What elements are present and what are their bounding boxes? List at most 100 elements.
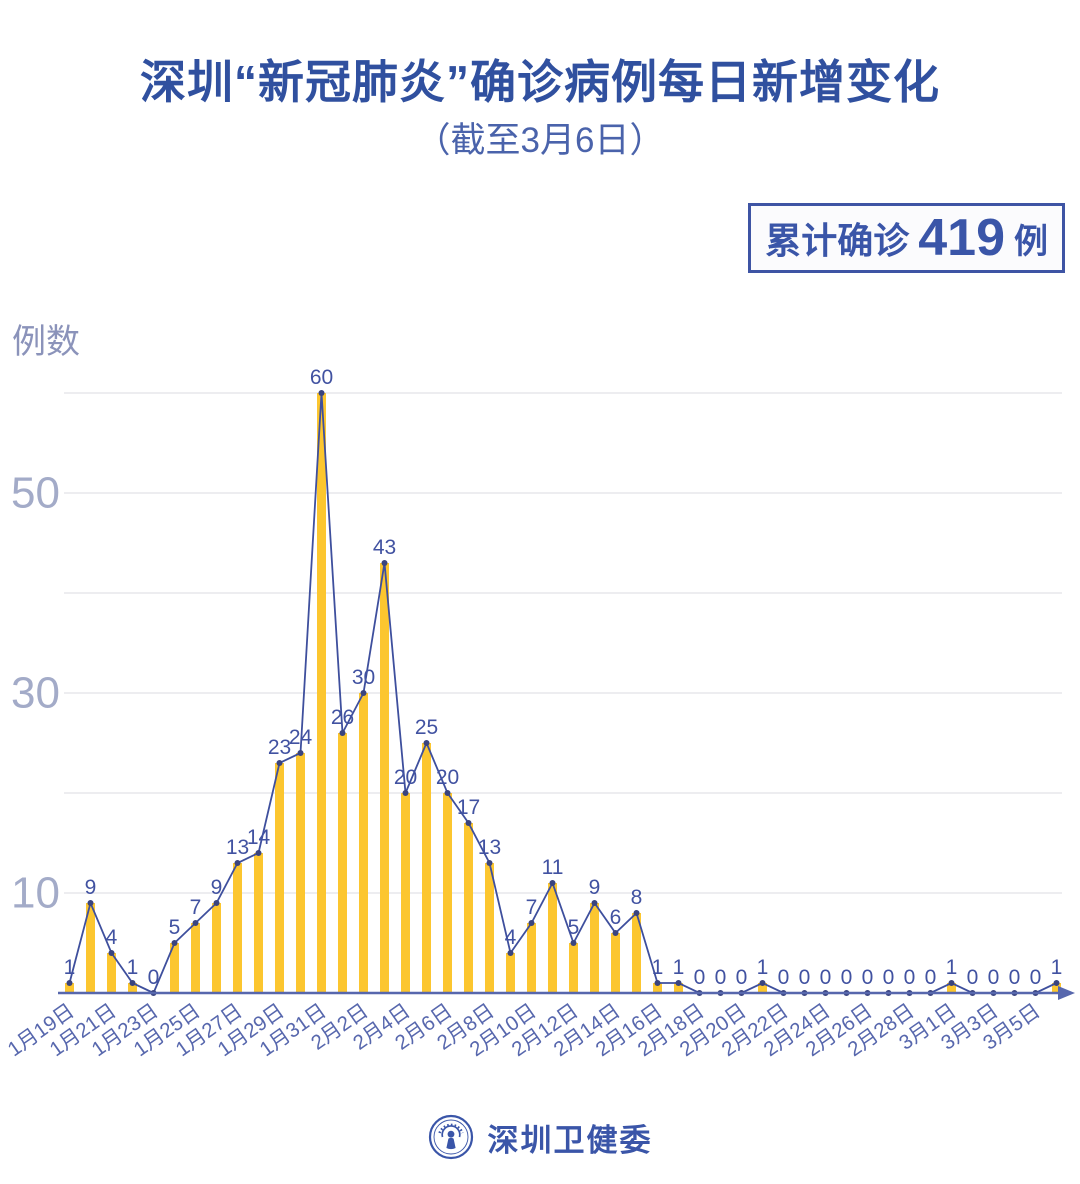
data-label: 1 <box>757 956 769 979</box>
data-point <box>276 760 283 766</box>
data-label: 0 <box>883 966 895 989</box>
data-point <box>381 560 388 566</box>
data-point <box>108 950 115 956</box>
bar <box>254 853 263 993</box>
data-point <box>297 750 304 756</box>
y-tick-label: 50 <box>11 469 60 518</box>
data-label: 4 <box>106 926 118 949</box>
bar <box>485 863 494 993</box>
bar <box>86 903 95 993</box>
data-label: 9 <box>589 876 601 899</box>
data-point <box>612 930 619 936</box>
data-point <box>444 790 451 796</box>
data-label: 6 <box>610 906 622 929</box>
bar <box>359 693 368 993</box>
data-label: 24 <box>289 726 313 749</box>
data-label: 0 <box>736 966 748 989</box>
data-label: 5 <box>568 916 580 939</box>
bar <box>1052 983 1061 993</box>
data-point <box>633 910 640 916</box>
data-label: 17 <box>457 796 480 819</box>
data-point <box>486 860 493 866</box>
bar <box>758 983 767 993</box>
bar <box>569 943 578 993</box>
health-commission-seal-icon <box>428 1114 473 1160</box>
data-label: 7 <box>190 896 202 919</box>
data-label: 14 <box>247 826 271 849</box>
data-point <box>402 790 409 796</box>
person-body <box>445 1137 456 1150</box>
data-point <box>528 920 535 926</box>
bar <box>170 943 179 993</box>
footer-org-name: 深圳卫健委 <box>487 1122 653 1158</box>
data-point <box>234 860 241 866</box>
data-label: 1 <box>127 956 139 979</box>
bar <box>464 823 473 993</box>
page-subtitle: （截至3月6日） <box>415 121 665 160</box>
bar <box>632 913 641 993</box>
bar <box>65 983 74 993</box>
data-point <box>87 900 94 906</box>
data-point <box>549 880 556 886</box>
badge-label: 累计确诊 <box>765 220 910 261</box>
data-label: 0 <box>715 966 727 989</box>
bar <box>527 923 536 993</box>
data-label: 9 <box>211 876 223 899</box>
bar <box>674 983 683 993</box>
x-axis-arrow-icon <box>1058 986 1075 1000</box>
data-label: 23 <box>268 736 291 759</box>
data-label: 13 <box>226 836 249 859</box>
data-label: 0 <box>862 966 874 989</box>
data-point <box>759 980 766 986</box>
data-label: 11 <box>542 856 564 879</box>
data-point <box>423 740 430 746</box>
y-tick-label: 30 <box>11 669 60 718</box>
data-label: 1 <box>946 956 958 979</box>
data-label: 0 <box>820 966 832 989</box>
bar <box>611 933 620 993</box>
y-axis-title: 例数 <box>12 323 80 361</box>
data-point <box>507 950 514 956</box>
data-label: 20 <box>436 766 459 789</box>
data-point <box>1053 980 1060 986</box>
y-tick-label: 10 <box>11 869 60 918</box>
data-point <box>213 900 220 906</box>
data-label: 5 <box>169 916 181 939</box>
data-point <box>570 940 577 946</box>
data-point <box>129 980 136 986</box>
bar <box>422 743 431 993</box>
data-point <box>654 980 661 986</box>
badge-value: 419 <box>918 209 1005 267</box>
data-point <box>255 850 262 856</box>
data-label: 1 <box>652 956 664 979</box>
bar <box>590 903 599 993</box>
data-label: 9 <box>85 876 97 899</box>
bar <box>128 983 137 993</box>
data-point <box>66 980 73 986</box>
data-point <box>591 900 598 906</box>
data-point <box>465 820 472 826</box>
cumulative-total-badge: 累计确诊 419 例 <box>748 203 1065 273</box>
data-label: 20 <box>394 766 417 789</box>
data-label: 0 <box>841 966 853 989</box>
data-point <box>192 920 199 926</box>
bar <box>107 953 116 993</box>
data-label: 0 <box>904 966 916 989</box>
data-point <box>171 940 178 946</box>
data-point <box>675 980 682 986</box>
seal-arc <box>440 1125 461 1138</box>
bar <box>443 793 452 993</box>
bar <box>338 733 347 993</box>
bar <box>548 883 557 993</box>
seal-text-ring <box>437 1123 464 1134</box>
bar <box>275 763 284 993</box>
badge-unit: 例 <box>1014 222 1048 261</box>
page-title: 深圳“新冠肺炎”确诊病例每日新增变化 <box>140 56 940 108</box>
data-label: 1 <box>1051 956 1063 979</box>
bar <box>947 983 956 993</box>
bar <box>317 393 326 993</box>
data-label: 43 <box>373 536 396 559</box>
data-label: 30 <box>352 666 375 689</box>
data-label: 0 <box>1009 966 1021 989</box>
